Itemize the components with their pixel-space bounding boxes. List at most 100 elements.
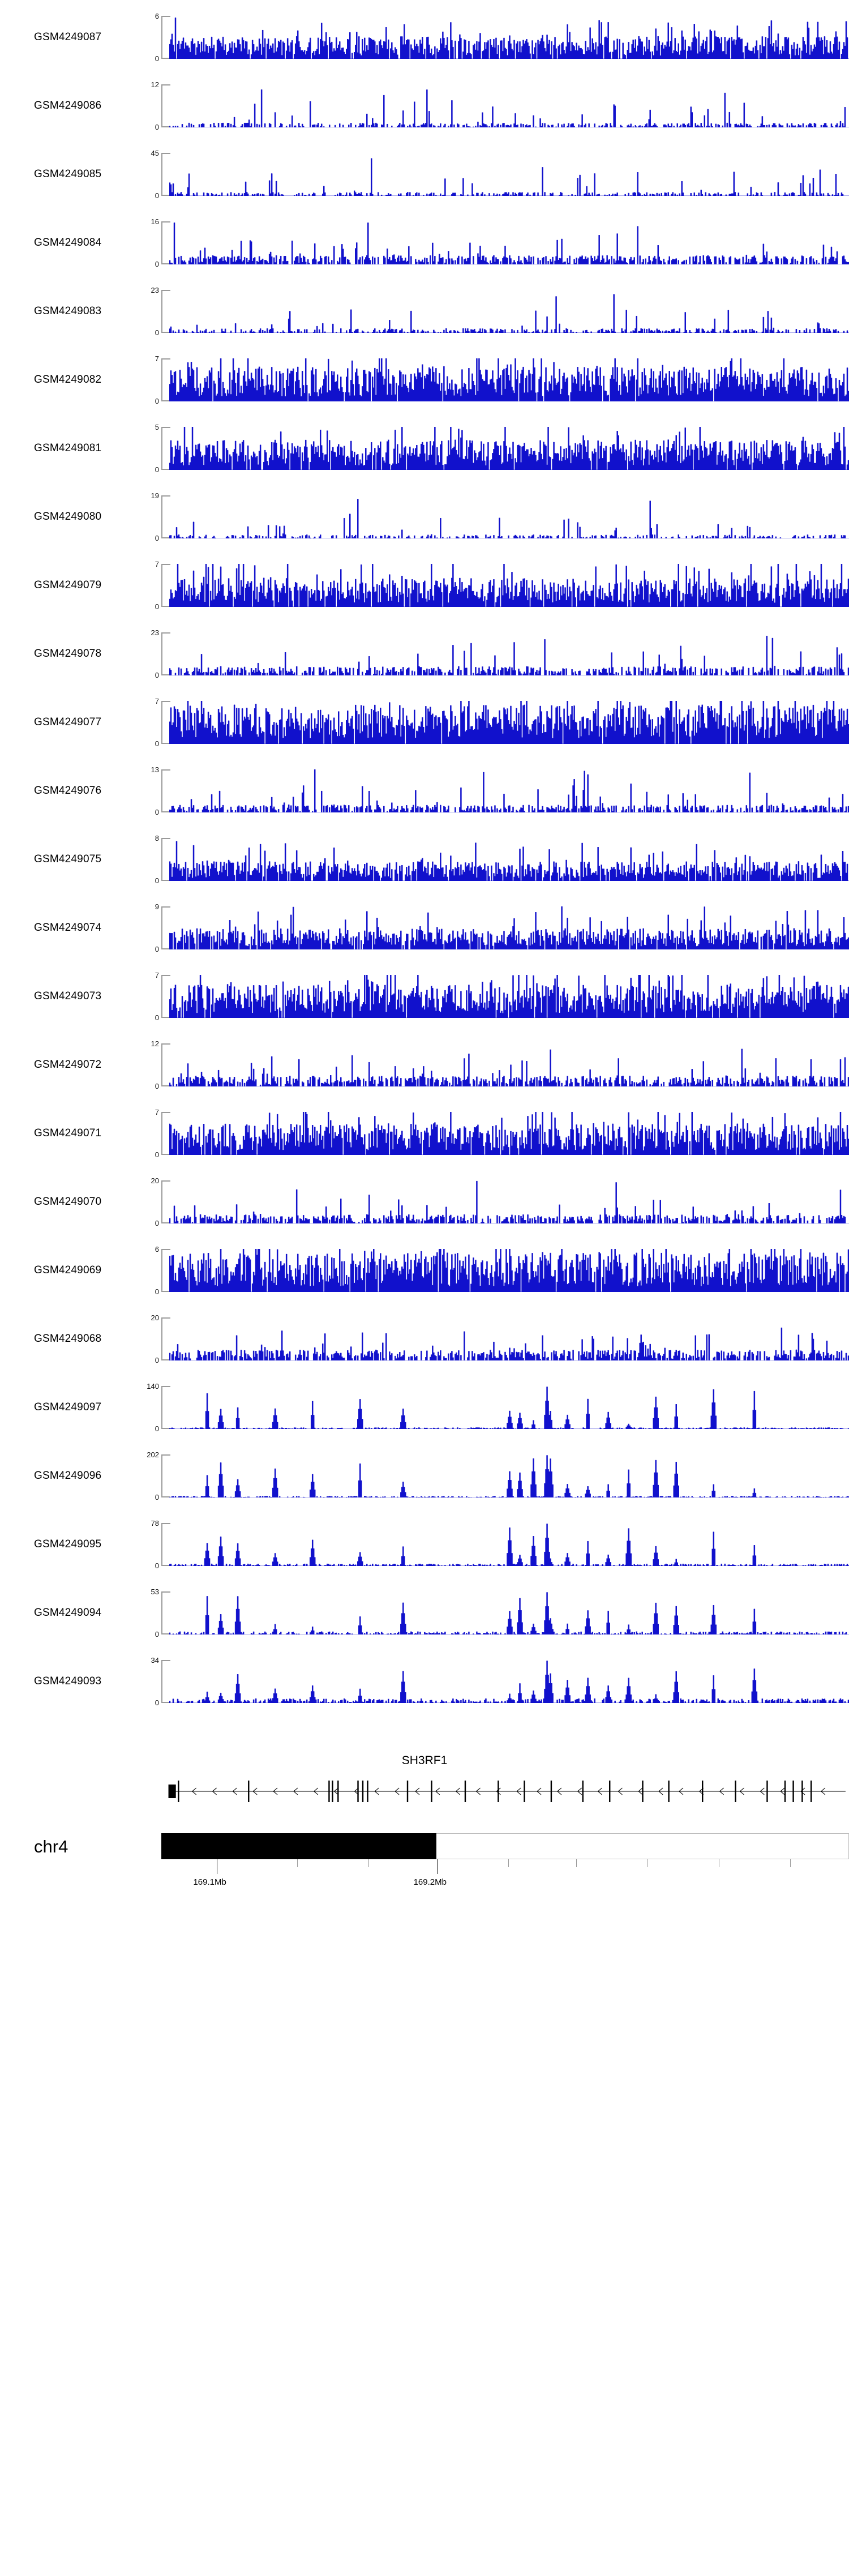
- track-plot-area[interactable]: 12 0: [151, 1040, 849, 1090]
- track-plot-area[interactable]: 78 0: [151, 1520, 849, 1569]
- ideogram-bar[interactable]: [161, 1833, 849, 1859]
- coverage-signal: [169, 1660, 849, 1703]
- track-plot-area[interactable]: 140 0: [147, 1383, 849, 1432]
- axis-min-label: 0: [155, 123, 159, 131]
- coverage-signal: [169, 701, 849, 744]
- axis-min-label: 0: [155, 1150, 159, 1159]
- signal-track[interactable]: GSM4249096 202 0: [0, 1451, 849, 1501]
- axis-min-label: 0: [155, 671, 159, 679]
- track-plot-area[interactable]: 13 0: [151, 766, 849, 816]
- axis-min-label: 0: [155, 465, 159, 474]
- gene-model-track[interactable]: [161, 1773, 849, 1809]
- signal-track[interactable]: GSM4249082 7 0: [0, 355, 849, 405]
- coverage-signal: [169, 16, 849, 59]
- signal-track[interactable]: GSM4249078 23 0: [0, 629, 849, 679]
- signal-track[interactable]: GSM4249077 7 0: [0, 698, 849, 747]
- track-plot-area[interactable]: 16 0: [151, 218, 849, 268]
- coverage-signal: [169, 427, 849, 470]
- axis-min-label: 0: [155, 328, 159, 337]
- axis-min-label: 0: [155, 1287, 159, 1296]
- signal-track[interactable]: GSM4249069 6 0: [0, 1246, 849, 1295]
- axis-min-label: 0: [155, 602, 159, 611]
- signal-track[interactable]: GSM4249093 34 0: [0, 1657, 849, 1706]
- axis-max-label: 140: [147, 1382, 159, 1390]
- signal-track[interactable]: GSM4249094 53 0: [0, 1588, 849, 1638]
- track-label-gsm4249072: GSM4249072: [34, 1059, 102, 1071]
- signal-track[interactable]: GSM4249097 140 0: [0, 1383, 849, 1432]
- signal-track[interactable]: GSM4249083 23 0: [0, 286, 849, 336]
- signal-track[interactable]: GSM4249073 7 0: [0, 972, 849, 1021]
- track-label-gsm4249075: GSM4249075: [34, 853, 102, 865]
- track-plot-area[interactable]: 53 0: [151, 1588, 849, 1638]
- coverage-signal: [169, 221, 849, 264]
- ruler-minor-tick: [368, 1859, 370, 1867]
- axis-bracket: 20 0: [151, 1177, 170, 1227]
- axis-max-label: 8: [155, 834, 159, 842]
- signal-track[interactable]: GSM4249084 16 0: [0, 218, 849, 268]
- track-plot-area[interactable]: 45 0: [151, 149, 849, 199]
- axis-max-label: 23: [151, 286, 159, 294]
- signal-track[interactable]: GSM4249075 8 0: [0, 835, 849, 884]
- signal-track[interactable]: GSM4249085 45 0: [0, 149, 849, 199]
- axis-bracket: 202 0: [147, 1451, 170, 1501]
- signal-track[interactable]: GSM4249076 13 0: [0, 766, 849, 816]
- signal-track[interactable]: GSM4249081 5 0: [0, 423, 849, 473]
- axis-max-label: 7: [155, 354, 159, 363]
- axis-max-label: 78: [151, 1519, 159, 1527]
- axis-max-label: 34: [151, 1656, 159, 1664]
- axis-min-label: 0: [155, 1082, 159, 1090]
- signal-track[interactable]: GSM4249079 7 0: [0, 560, 849, 610]
- track-label-gsm4249084: GSM4249084: [34, 237, 102, 249]
- ruler-minor-tick: [790, 1859, 791, 1867]
- coverage-signal: [169, 358, 849, 401]
- signal-track[interactable]: GSM4249087 6 0: [0, 12, 849, 62]
- signal-track[interactable]: GSM4249080 19 0: [0, 492, 849, 542]
- signal-track[interactable]: GSM4249068 20 0: [0, 1314, 849, 1364]
- axis-max-label: 7: [155, 971, 159, 979]
- axis-min-label: 0: [155, 808, 159, 816]
- signal-track[interactable]: GSM4249072 12 0: [0, 1040, 849, 1090]
- track-label-gsm4249081: GSM4249081: [34, 442, 102, 454]
- axis-bracket: 45 0: [151, 149, 170, 199]
- axis-max-label: 6: [155, 12, 159, 20]
- signal-track[interactable]: GSM4249074 9 0: [0, 903, 849, 953]
- signal-track[interactable]: GSM4249071 7 0: [0, 1109, 849, 1158]
- track-plot-area[interactable]: 20 0: [151, 1177, 849, 1227]
- track-plot-area[interactable]: 202 0: [147, 1451, 849, 1501]
- coverage-signal: [169, 906, 849, 949]
- track-plot-area[interactable]: 19 0: [151, 492, 849, 542]
- track-label-gsm4249083: GSM4249083: [34, 305, 102, 317]
- track-plot-area[interactable]: 20 0: [151, 1314, 849, 1364]
- track-plot-area[interactable]: 34 0: [151, 1657, 849, 1706]
- axis-min-label: 0: [155, 739, 159, 748]
- axis-max-label: 19: [151, 491, 159, 500]
- track-label-gsm4249070: GSM4249070: [34, 1196, 102, 1208]
- axis-max-label: 7: [155, 560, 159, 568]
- track-plot-area[interactable]: 12 0: [151, 81, 849, 131]
- signal-track[interactable]: GSM4249095 78 0: [0, 1520, 849, 1569]
- signal-track[interactable]: GSM4249070 20 0: [0, 1177, 849, 1227]
- coverage-signal: [169, 1249, 849, 1292]
- track-label-gsm4249095: GSM4249095: [34, 1538, 102, 1550]
- track-plot-area[interactable]: 23 0: [151, 629, 849, 679]
- coverage-signal: [169, 84, 849, 127]
- track-plot-area[interactable]: 23 0: [151, 286, 849, 336]
- axis-max-label: 20: [151, 1313, 159, 1322]
- axis-max-label: 7: [155, 697, 159, 705]
- ruler-minor-tick: [297, 1859, 298, 1867]
- ruler-label: 169.1Mb: [193, 1877, 226, 1887]
- signal-track[interactable]: GSM4249086 12 0: [0, 81, 849, 131]
